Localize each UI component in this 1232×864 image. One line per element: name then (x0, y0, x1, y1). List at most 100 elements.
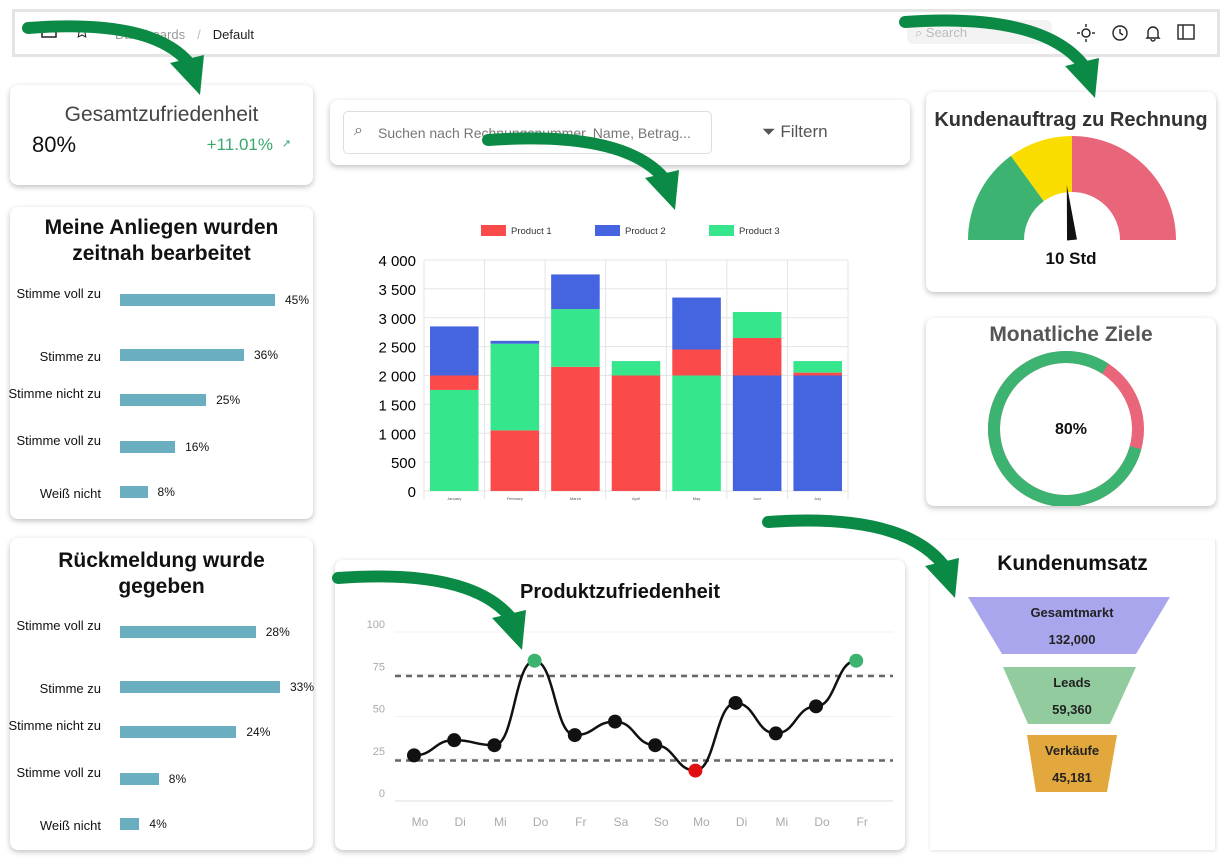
y-tick-label: 1 000 (378, 426, 416, 443)
funnel-chart: Gesamtmarkt 132,000 Leads 59,360 Verkäufe 45,… (968, 597, 1170, 792)
x-tick-label: Mo (693, 815, 710, 829)
bar-segment-product-2 (551, 274, 600, 310)
y-tick-label: 2 500 (378, 340, 416, 357)
data-point (768, 726, 783, 741)
x-tick-label: Do (814, 815, 830, 829)
bar-label: Weiß nicht (39, 818, 101, 833)
x-tick-label: May (693, 496, 701, 501)
y-tick-label: 3 500 (378, 282, 416, 299)
bar-label: Stimme zu (39, 349, 101, 364)
bar-segment-product-3 (430, 389, 479, 491)
data-point (447, 733, 462, 748)
y-tick-label: 3 000 (378, 311, 416, 328)
y-tick-label: 4 000 (378, 253, 416, 270)
star-icon[interactable] (75, 24, 89, 38)
donut-progress (988, 351, 1144, 506)
x-tick-label: January (447, 496, 461, 501)
issues-title: Meine Anliegen wurden zeitnah bearbeitet (44, 216, 279, 265)
gauge-segment (968, 155, 1044, 240)
bar (120, 294, 275, 306)
bar-segment-product-2 (672, 297, 721, 350)
legend-swatch (595, 225, 620, 236)
search-placeholder: Search (925, 25, 968, 40)
data-point (487, 738, 502, 753)
revenue-card: Kundenumsatz Gesamtmarkt 132,000 Leads 59,3… (930, 540, 1216, 850)
bar-segment-product-3 (551, 309, 600, 367)
bell-icon[interactable] (1145, 24, 1161, 42)
gauge-value: 10 Std (1045, 249, 1097, 268)
bar-value: 8% (168, 772, 187, 786)
search-icon: ⌕ (915, 25, 926, 40)
data-point (728, 695, 743, 710)
bar-row: Stimme voll zu 28% (10, 618, 313, 648)
bar-value: 28% (265, 625, 290, 639)
history-icon[interactable] (1111, 24, 1129, 42)
bar-value: 45% (285, 293, 310, 307)
y-tick-label: 500 (391, 455, 416, 472)
bar-label: Stimme nicht zu (8, 386, 101, 401)
arrow-head-icon (645, 170, 679, 210)
donut-label: 80% (1054, 421, 1088, 438)
y-tick-label: 50 (373, 704, 385, 716)
legend-label: Product 3 (739, 226, 780, 237)
bar-segment-product-1 (732, 337, 782, 376)
bar-segment-product-2 (732, 375, 782, 491)
series-line (413, 659, 857, 772)
breadcrumb-dashboards[interactable]: Dashboards (115, 27, 186, 42)
panel-icon[interactable] (1177, 24, 1195, 40)
data-point (527, 653, 542, 668)
data-point (809, 699, 823, 714)
search-box[interactable]: ⌕ Search (907, 20, 1052, 44)
satisfaction-card: Gesamtzufriedenheit 80% +11.01% ↗ (10, 85, 313, 185)
x-tick-label: Fr (575, 815, 586, 829)
bar-value: 24% (246, 725, 271, 739)
bar-row: Stimme voll zu 16% (10, 433, 313, 463)
bar-segment-product-3 (611, 361, 661, 376)
data-point (407, 748, 421, 763)
x-tick-label: April (632, 496, 640, 501)
bar-row: Stimme nicht zu 25% (9, 386, 313, 416)
search-icon: ⌕ (354, 122, 363, 139)
filter-button[interactable]: ⏷ Filtern (762, 122, 828, 142)
y-tick-label: 2 000 (378, 369, 416, 386)
x-tick-label: February (507, 496, 523, 501)
bar-value: 16% (185, 440, 210, 454)
trend-up-icon: ↗ (281, 138, 291, 150)
top-bar: Dashboards / Default ⌕ Search (12, 9, 1220, 57)
sidebar-icon[interactable] (41, 24, 57, 38)
search-card: Suchen nach Rechnungsnummer, Name, Betra… (330, 100, 910, 165)
bar (120, 726, 237, 738)
bar-label: Stimme voll zu (16, 433, 101, 448)
bar-segment-product-1 (793, 372, 842, 376)
gauge-needle (1066, 185, 1077, 241)
bar-label: Stimme voll zu (16, 618, 101, 633)
bar-label: Stimme voll zu (16, 765, 101, 780)
gauge-chart (968, 136, 1176, 241)
feedback-title: Rückmeldung wurde gegeben (58, 549, 265, 598)
sun-icon[interactable] (1077, 24, 1095, 42)
funnel-stage-value: 45,181 (1052, 770, 1092, 785)
bar-row: Stimme voll zu 45% (10, 286, 313, 316)
product-satisfaction-card: Produktzufriedenheit 0 25 50 75 100 Mo Di Mi Do F… (335, 560, 905, 850)
x-tick-label: June (753, 496, 762, 501)
data-point (567, 728, 582, 743)
x-tick-label: Di (736, 815, 747, 829)
breadcrumb-current: Default (212, 27, 254, 42)
funnel-title: Kundenumsatz (997, 552, 1148, 575)
data-point (648, 738, 663, 753)
funnel-stage-label: Verkäufe (1045, 743, 1099, 758)
invoice-search-input[interactable]: Suchen nach Rechnungsnummer, Name, Betra… (343, 111, 712, 154)
bar-segment-product-1 (490, 430, 540, 491)
bar-label: Stimme voll zu (16, 286, 101, 301)
bar-label: Stimme nicht zu (8, 718, 101, 733)
bar-segment-product-2 (793, 375, 842, 491)
bar (120, 394, 207, 406)
x-tick-label: So (654, 815, 669, 829)
x-tick-label: Fr (857, 815, 868, 829)
x-tick-label: Mi (775, 815, 788, 829)
issues-card: Meine Anliegen wurden zeitnah bearbeitet… (9, 207, 313, 519)
donut-title: Monatliche Ziele (989, 323, 1153, 346)
bar (120, 486, 148, 498)
funnel-stage-value: 132,000 (1049, 632, 1096, 647)
x-tick-label: Di (455, 815, 466, 829)
